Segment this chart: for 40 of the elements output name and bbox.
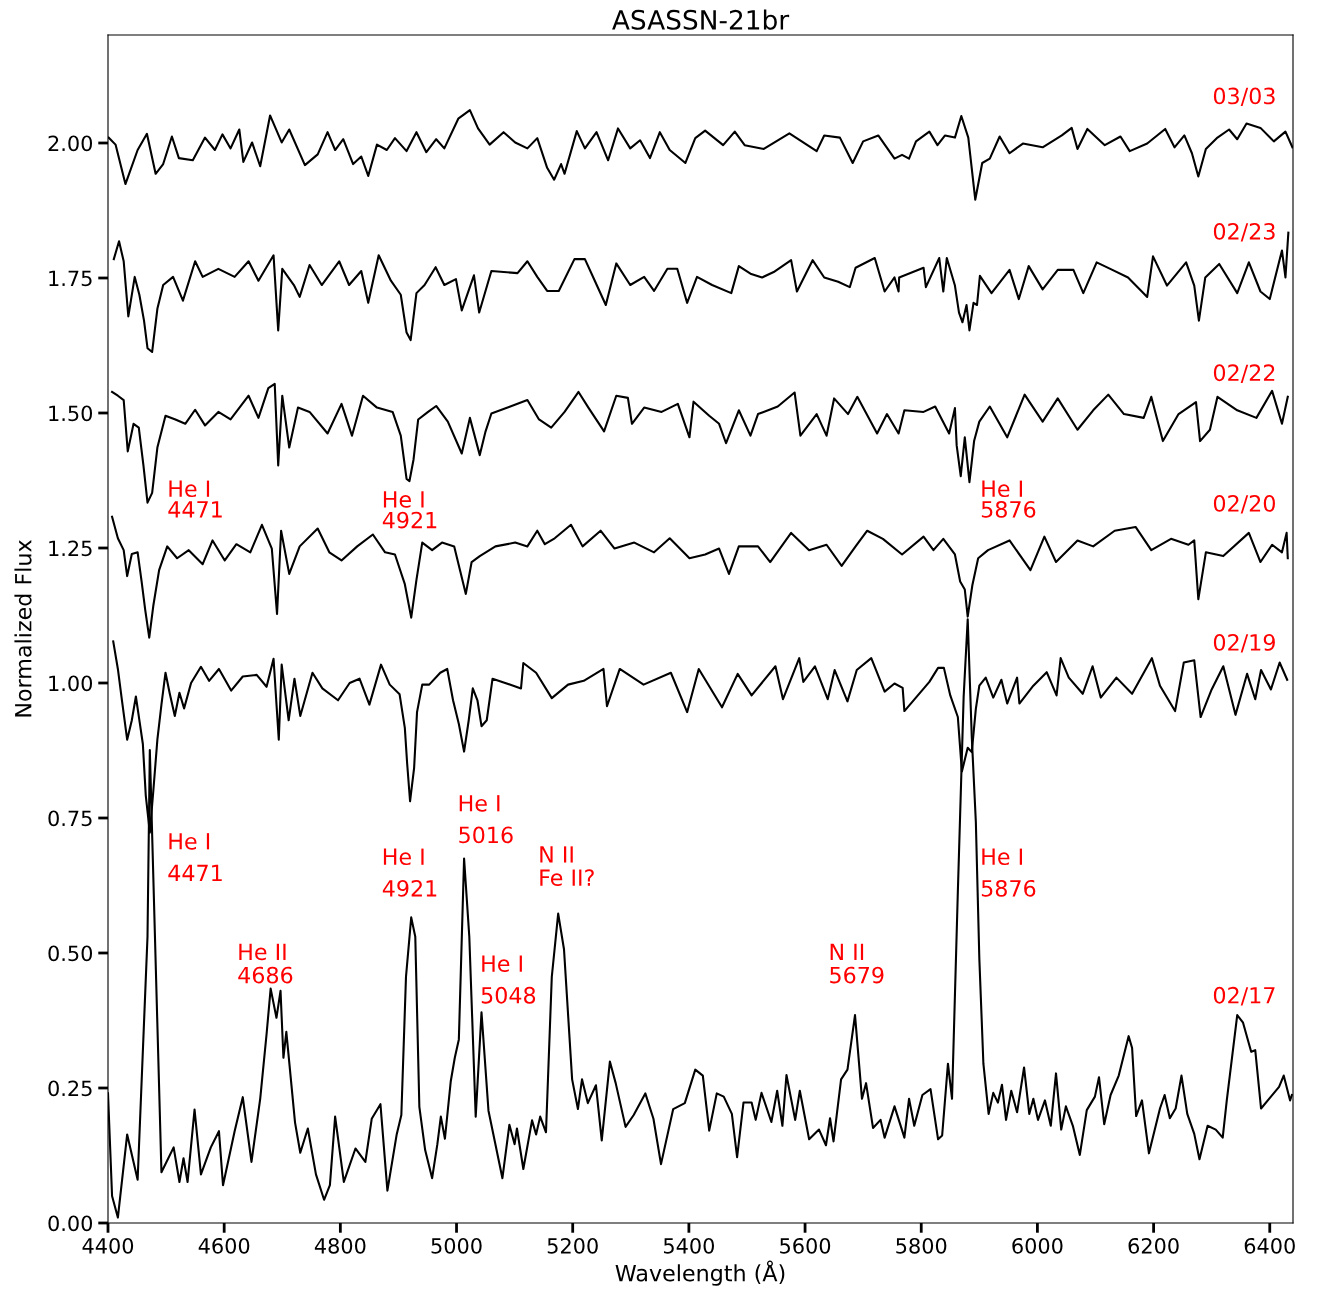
annotation: He I 5048 [481,955,536,1004]
annotation: He I 4921 [382,848,437,897]
y-tick-label: 0.25 [48,1080,92,1097]
x-tick-label: 6000 [1012,1237,1063,1254]
x-tick-label: 4600 [198,1237,250,1254]
x-tick-label: 6200 [1128,1237,1179,1254]
annotation: He II 4686 [238,943,293,984]
x-tick-label: 5200 [547,1237,598,1254]
x-tick-label: 6400 [1244,1237,1295,1254]
series-label: 02/19 [1213,634,1275,653]
x-tick-label: 5600 [780,1237,831,1254]
series-label: 03/03 [1213,87,1275,107]
annotation: He I 4921 [382,491,437,529]
series-label: 02/17 [1213,986,1275,1006]
y-axis-title: Normalized Flux [14,540,32,717]
x-tick-label: 4400 [82,1237,134,1254]
chart-title: ASASSN-21br [612,9,790,30]
y-tick-label: 0.00 [48,1215,93,1232]
y-tick-label: 0.75 [48,810,92,827]
series-label: 02/20 [1213,495,1275,514]
x-tick-label: 5400 [663,1237,715,1254]
annotation: N II 5679 [830,943,884,984]
y-tick-label: 1.75 [49,270,92,287]
annotation: He I 4471 [168,833,222,881]
x-axis-title: Wavelength (Å) [615,1260,785,1286]
y-tick-label: 1.00 [49,675,93,692]
y-tick-label: 1.25 [49,540,92,557]
annotation: He I 5016 [459,795,513,844]
x-tick-label: 5000 [431,1237,482,1254]
y-tick-label: 0.50 [48,945,93,962]
y-tick-label: 1.50 [49,405,93,422]
x-tick-label: 5800 [896,1237,947,1254]
series-label: 02/23 [1213,222,1275,242]
annotation: He I 4471 [168,480,222,518]
annotation: He I 5876 [981,848,1036,897]
y-tick-label: 2.00 [48,135,93,152]
annotation: He I 5876 [981,480,1036,518]
series-label: 02/22 [1213,364,1275,383]
annotation: N II Fe II? [540,846,594,887]
x-tick-label: 4800 [314,1237,366,1254]
